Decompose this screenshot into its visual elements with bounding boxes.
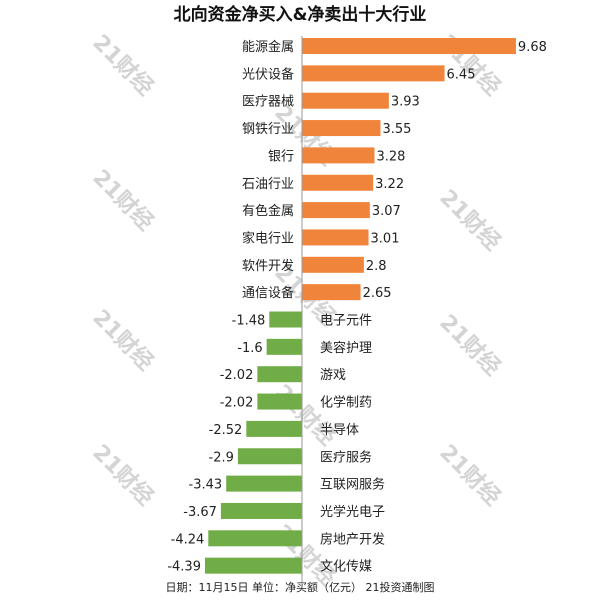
value-label-2: 3.93 (391, 95, 420, 110)
value-label-7: 3.01 (371, 231, 400, 246)
bar-19 (204, 557, 302, 574)
category-label-8: 软件开发 (242, 258, 294, 274)
watermark-text: 21财经 (87, 164, 158, 235)
value-label-18: -4.24 (171, 532, 205, 547)
category-label-7: 家电行业 (242, 230, 294, 246)
watermark-text: 21财经 (87, 439, 158, 510)
value-label-19: -4.39 (167, 560, 201, 575)
category-label-10: 电子元件 (320, 314, 372, 329)
bar-5 (302, 174, 374, 191)
watermark-text: 21财经 (434, 309, 505, 380)
value-label-11: -1.6 (237, 341, 262, 356)
value-label-6: 3.07 (372, 204, 401, 219)
labels-layer: 能源金属 9.68 光伏设备 6.45 医疗器械 3.93 钢铁行业 3.55 银行 3.28 石油… (167, 39, 547, 575)
category-label-9: 通信设备 (242, 285, 294, 301)
value-label-5: 3.22 (375, 177, 404, 192)
category-label-19: 文化传媒 (320, 560, 372, 575)
category-label-6: 有色金属 (242, 203, 294, 219)
watermark-text: 21财经 (87, 29, 158, 100)
category-label-16: 互联网服务 (320, 477, 385, 493)
category-label-1: 光伏设备 (242, 66, 294, 82)
bar-10 (269, 311, 302, 328)
bar-18 (208, 530, 302, 547)
value-label-15: -2.9 (209, 450, 234, 465)
bar-13 (257, 393, 302, 410)
watermark-text: 21财经 (269, 379, 340, 450)
category-label-3: 钢铁行业 (242, 122, 294, 137)
bar-2 (302, 92, 389, 109)
value-label-14: -2.52 (209, 423, 243, 438)
value-label-9: 2.65 (363, 286, 392, 301)
watermark-text: 21财经 (434, 439, 505, 510)
value-label-17: -3.67 (183, 505, 217, 520)
value-label-13: -2.02 (220, 396, 254, 411)
chart-footer: 日期：11月15日 单位：净买额（亿元） 21投资通制图 (166, 580, 435, 594)
value-label-4: 3.28 (376, 149, 405, 164)
value-label-8: 2.8 (366, 259, 387, 274)
bar-0 (302, 38, 516, 54)
bar-17 (220, 502, 302, 519)
category-label-0: 能源金属 (242, 39, 294, 55)
bar-11 (266, 338, 302, 355)
bar-3 (302, 120, 381, 137)
value-label-3: 3.55 (382, 122, 411, 137)
category-label-4: 银行 (268, 149, 294, 164)
bar-16 (226, 475, 302, 492)
category-label-17: 光学光电子 (320, 504, 385, 520)
value-label-1: 6.45 (447, 67, 476, 82)
category-label-18: 房地产开发 (320, 531, 385, 547)
bar-7 (302, 229, 369, 246)
bars-layer (204, 38, 516, 574)
bar-14 (246, 420, 302, 437)
category-label-11: 美容护理 (320, 340, 372, 356)
value-label-16: -3.43 (189, 478, 223, 493)
bar-4 (302, 147, 375, 164)
category-label-12: 游戏 (320, 368, 346, 383)
category-label-2: 医疗器械 (242, 95, 294, 110)
watermark-text: 21财经 (269, 519, 340, 590)
category-label-13: 化学制药 (320, 395, 372, 411)
chart-title: 北向资金净买入&净卖出十大行业 (174, 4, 427, 25)
bar-15 (237, 448, 302, 465)
value-label-10: -1.48 (232, 314, 266, 329)
watermark-text: 21财经 (434, 184, 505, 255)
bar-1 (302, 65, 445, 82)
bar-9 (302, 284, 361, 301)
bar-8 (302, 256, 364, 273)
value-label-0: 9.68 (518, 40, 547, 55)
watermark-text: 21财经 (87, 304, 158, 375)
bar-12 (257, 366, 302, 383)
value-label-12: -2.02 (220, 368, 254, 383)
bar-6 (302, 202, 370, 219)
category-label-5: 石油行业 (242, 177, 294, 192)
category-label-15: 医疗服务 (320, 449, 372, 465)
category-label-14: 半导体 (320, 423, 359, 438)
